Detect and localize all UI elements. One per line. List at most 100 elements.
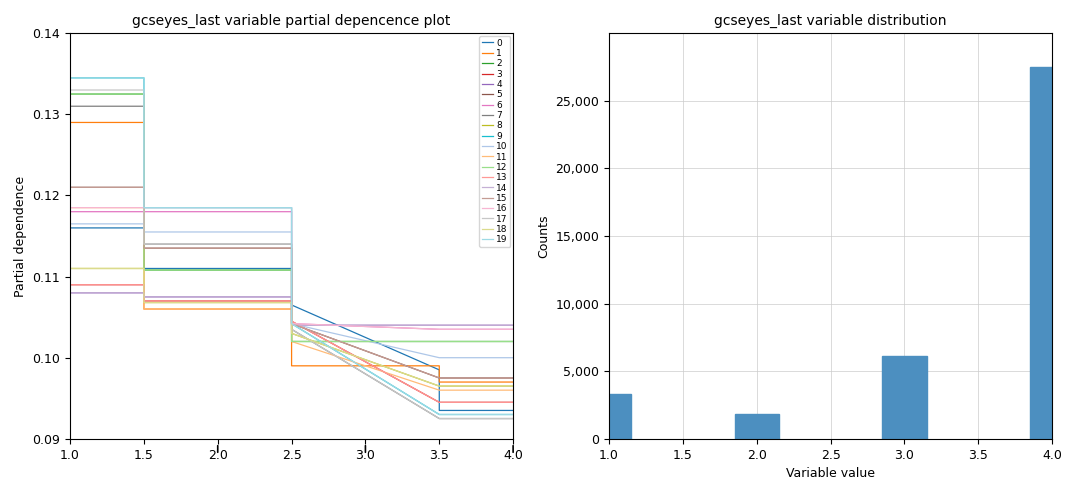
7 bbox=[63, 103, 76, 109]
18 bbox=[433, 383, 445, 389]
10 bbox=[507, 355, 520, 361]
3 bbox=[63, 282, 76, 288]
15 bbox=[285, 245, 298, 251]
12 bbox=[433, 338, 445, 344]
6 bbox=[138, 209, 151, 215]
10 bbox=[433, 355, 445, 361]
1 bbox=[138, 120, 151, 125]
9 bbox=[507, 412, 520, 417]
11 bbox=[63, 205, 76, 210]
13 bbox=[433, 399, 445, 405]
0 bbox=[63, 225, 76, 231]
12 bbox=[138, 267, 151, 273]
8 bbox=[433, 383, 445, 389]
Line: 10: 10 bbox=[70, 224, 513, 358]
12 bbox=[138, 91, 151, 97]
9 bbox=[285, 321, 298, 327]
7 bbox=[138, 103, 151, 109]
13 bbox=[285, 318, 298, 324]
Line: 1: 1 bbox=[70, 123, 513, 382]
Line: 8: 8 bbox=[70, 268, 513, 386]
5 bbox=[507, 375, 520, 381]
12 bbox=[285, 338, 298, 344]
1 bbox=[138, 306, 151, 312]
18 bbox=[63, 265, 76, 271]
14 bbox=[433, 322, 445, 328]
Bar bbox=[735, 414, 779, 439]
2 bbox=[63, 91, 76, 97]
16 bbox=[285, 205, 298, 210]
11 bbox=[285, 306, 298, 312]
7 bbox=[138, 241, 151, 247]
7 bbox=[433, 415, 445, 421]
17 bbox=[138, 241, 151, 247]
10 bbox=[63, 221, 76, 227]
15 bbox=[433, 375, 445, 381]
3 bbox=[285, 298, 298, 304]
0 bbox=[285, 302, 298, 308]
18 bbox=[285, 330, 298, 336]
Line: 3: 3 bbox=[70, 285, 513, 402]
6 bbox=[285, 209, 298, 215]
9 bbox=[433, 412, 445, 417]
Line: 12: 12 bbox=[70, 94, 513, 341]
Line: 15: 15 bbox=[70, 187, 513, 378]
9 bbox=[138, 75, 151, 81]
16 bbox=[138, 205, 151, 210]
17 bbox=[285, 241, 298, 247]
Line: 17: 17 bbox=[70, 90, 513, 418]
19 bbox=[63, 75, 76, 81]
Title: gcseyes_last variable partial depencence plot: gcseyes_last variable partial depencence… bbox=[132, 14, 451, 28]
18 bbox=[433, 383, 445, 389]
10 bbox=[138, 229, 151, 235]
13 bbox=[138, 298, 151, 304]
8 bbox=[138, 299, 151, 305]
9 bbox=[285, 205, 298, 210]
13 bbox=[138, 282, 151, 288]
9 bbox=[433, 412, 445, 417]
9 bbox=[63, 75, 76, 81]
Line: 7: 7 bbox=[70, 106, 513, 418]
2 bbox=[138, 267, 151, 273]
2 bbox=[433, 338, 445, 344]
8 bbox=[433, 383, 445, 389]
15 bbox=[507, 375, 520, 381]
Legend: 0, 1, 2, 3, 4, 5, 6, 7, 8, 9, 10, 11, 12, 13, 14, 15, 16, 17, 18, 19: 0, 1, 2, 3, 4, 5, 6, 7, 8, 9, 10, 11, 12… bbox=[479, 36, 510, 247]
4 bbox=[285, 322, 298, 328]
1 bbox=[433, 379, 445, 385]
1 bbox=[285, 306, 298, 312]
6 bbox=[285, 321, 298, 327]
15 bbox=[63, 184, 76, 190]
16 bbox=[507, 327, 520, 332]
5 bbox=[138, 184, 151, 190]
3 bbox=[433, 399, 445, 405]
Line: 0: 0 bbox=[70, 228, 513, 411]
14 bbox=[285, 294, 298, 300]
4 bbox=[433, 322, 445, 328]
14 bbox=[433, 322, 445, 328]
14 bbox=[285, 322, 298, 328]
16 bbox=[433, 327, 445, 332]
7 bbox=[285, 327, 298, 332]
18 bbox=[138, 265, 151, 271]
10 bbox=[285, 321, 298, 327]
12 bbox=[507, 338, 520, 344]
6 bbox=[433, 327, 445, 332]
7 bbox=[433, 415, 445, 421]
4 bbox=[433, 322, 445, 328]
4 bbox=[507, 322, 520, 328]
13 bbox=[507, 399, 520, 405]
10 bbox=[285, 229, 298, 235]
8 bbox=[138, 265, 151, 271]
17 bbox=[63, 87, 76, 93]
3 bbox=[507, 399, 520, 405]
6 bbox=[507, 327, 520, 332]
2 bbox=[507, 338, 520, 344]
8 bbox=[63, 265, 76, 271]
2 bbox=[138, 91, 151, 97]
15 bbox=[138, 245, 151, 251]
0 bbox=[507, 408, 520, 413]
5 bbox=[63, 184, 76, 190]
17 bbox=[285, 327, 298, 332]
8 bbox=[507, 383, 520, 389]
